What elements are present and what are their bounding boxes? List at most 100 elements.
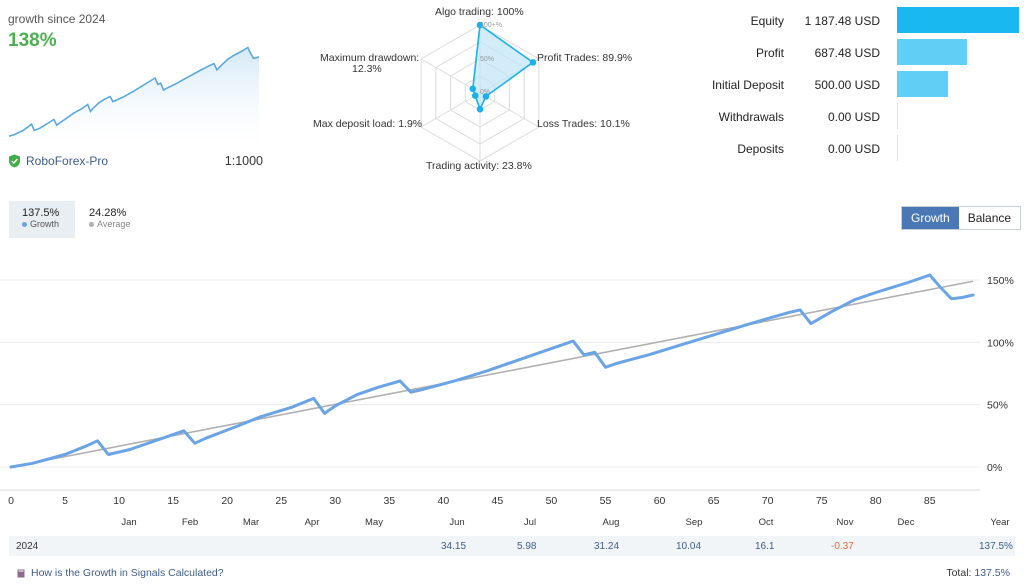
x-tick-label: 30 — [329, 495, 341, 507]
total-label: Total: — [946, 567, 972, 579]
broker-row: RoboForex-Pro 1:1000 — [8, 154, 263, 168]
year-summary-row: 2024 34.15 5.98 31.24 10.04 16.1 -0.37 1… — [9, 536, 1015, 556]
growth-sparkline — [8, 46, 260, 147]
month-label-nov: Nov — [837, 517, 854, 528]
average-dot-icon — [89, 221, 94, 227]
initial-deposit-label: Initial Deposit — [711, 78, 784, 92]
x-tick-label: 65 — [708, 495, 720, 507]
x-tick-label: 20 — [221, 495, 233, 507]
profit-value: 687.48 USD — [814, 46, 880, 60]
profit-bar — [897, 39, 967, 65]
initial-deposit-bar — [897, 71, 948, 97]
profit-row: Profit 687.48 USD — [690, 37, 1020, 69]
radar-point-profit — [529, 59, 537, 66]
growth-value: 138% — [8, 30, 57, 51]
x-tick-label: 5 — [62, 495, 68, 507]
x-tick-label: 10 — [113, 495, 125, 507]
x-tick-label: 25 — [275, 495, 287, 507]
equity-value: 1 187.48 USD — [804, 14, 880, 28]
deposits-row: Deposits 0.00 USD — [690, 133, 1020, 165]
y-tick-label: 150% — [987, 275, 1014, 287]
month-value-aug: 31.24 — [594, 541, 620, 552]
month-label-jan: Jan — [121, 517, 136, 528]
year-label: 2024 — [16, 541, 39, 552]
growth-stat[interactable]: 137.5% Growth — [9, 201, 75, 238]
month-label-jul: Jul — [524, 517, 536, 528]
growth-stat-value: 137.5% — [22, 207, 60, 219]
chart-mode-toggle: Growth Balance — [901, 206, 1022, 230]
month-value-nov: -0.37 — [831, 541, 854, 552]
radar-label-drawdown-value: 12.3% — [352, 63, 382, 75]
radar-scale-50: 50% — [480, 56, 494, 63]
chart-footer: How is the Growth in Signals Calculated?… — [17, 567, 1015, 579]
x-tick-label: 35 — [383, 495, 395, 507]
equity-label: Equity — [750, 14, 784, 28]
x-tick-label: 55 — [600, 495, 612, 507]
radar-scale-100: 100+% — [480, 22, 502, 29]
balance-tab[interactable]: Balance — [958, 207, 1021, 229]
radar-point-loss — [482, 93, 490, 100]
broker-name: RoboForex-Pro — [26, 154, 109, 168]
month-label-jun: Jun — [449, 517, 464, 528]
withdrawals-label: Withdrawals — [718, 110, 784, 124]
growth-chart: 0% 50% 100% 150% 0 5 10 15 20 25 30 35 40 45 50 55 60 65 7… — [0, 273, 1014, 528]
month-value-oct: 16.1 — [755, 541, 775, 552]
total-value: 137.5% — [974, 567, 1010, 579]
radar-point-load — [471, 92, 479, 100]
month-value-jul: 5.98 — [517, 541, 537, 552]
x-tick-label: 40 — [438, 495, 450, 507]
month-value-sep: 10.04 — [676, 541, 702, 552]
equity-bar — [897, 7, 1019, 33]
shield-check-icon — [9, 154, 20, 168]
profit-label: Profit — [755, 46, 784, 60]
month-label-mar: Mar — [243, 517, 259, 528]
help-book-icon — [17, 569, 25, 577]
x-tick-label: 50 — [546, 495, 558, 507]
leverage: 1:1000 — [224, 154, 263, 168]
growth-stat-label: Growth — [30, 219, 60, 229]
x-tick-label: 15 — [167, 495, 179, 507]
radar-label-drawdown: Maximum drawdown: — [320, 52, 420, 64]
year-total: 137.5% — [979, 541, 1013, 552]
month-label-sep: Sep — [686, 517, 703, 528]
month-label-may: May — [365, 517, 383, 528]
month-label-oct: Oct — [759, 517, 774, 528]
radar-label-loss: Loss Trades: 10.1% — [537, 118, 630, 130]
radar-chart: 100+% 50% 0% — [420, 21, 540, 162]
radar-label-activity: Trading activity: 23.8% — [426, 160, 532, 172]
month-label-dec: Dec — [898, 517, 915, 528]
month-value-jun: 34.15 — [441, 541, 467, 552]
deposits-value: 0.00 USD — [827, 142, 880, 156]
y-tick-label: 50% — [987, 400, 1008, 412]
growth-dot-icon — [22, 221, 27, 227]
financial-summary: Equity 1 187.48 USD Profit 687.48 USD In… — [690, 5, 1020, 165]
withdrawals-value: 0.00 USD — [827, 110, 880, 124]
growth-line — [9, 273, 975, 469]
radar-point-activity — [476, 105, 484, 113]
y-tick-label: 0% — [987, 462, 1002, 474]
average-stat-label: Average — [97, 219, 131, 229]
radar-label-profit: Profit Trades: 89.9% — [537, 52, 633, 64]
x-tick-label: 75 — [816, 495, 828, 507]
y-tick-label: 100% — [987, 337, 1014, 349]
total-summary: Total: 137.5% — [946, 567, 1010, 579]
radar-point-algo — [476, 21, 484, 29]
radar-label-load: Max deposit load: 1.9% — [313, 118, 423, 130]
withdrawals-bar — [897, 103, 898, 129]
withdrawals-row: Withdrawals 0.00 USD — [690, 101, 1020, 133]
month-label-feb: Feb — [182, 517, 198, 528]
initial-deposit-value: 500.00 USD — [814, 78, 880, 92]
broker-link[interactable]: RoboForex-Pro — [8, 154, 108, 168]
x-tick-label: 60 — [654, 495, 666, 507]
radar-point-drawdown — [469, 85, 477, 93]
x-tick-label: 85 — [924, 495, 936, 507]
growth-summary: growth since 2024 138% RoboForex-Pro 1:1… — [8, 12, 263, 172]
average-stat-value: 24.28% — [89, 207, 127, 219]
radar-label-algo: Algo trading: 100% — [435, 6, 524, 18]
growth-calc-link[interactable]: How is the Growth in Signals Calculated? — [17, 567, 1015, 579]
x-tick-label: 0 — [8, 495, 14, 507]
radar-scale-0: 0% — [480, 89, 490, 96]
average-stat[interactable]: 24.28% Average — [89, 201, 130, 238]
growth-tab[interactable]: Growth — [902, 207, 959, 229]
initial-deposit-row: Initial Deposit 500.00 USD — [690, 69, 1020, 101]
